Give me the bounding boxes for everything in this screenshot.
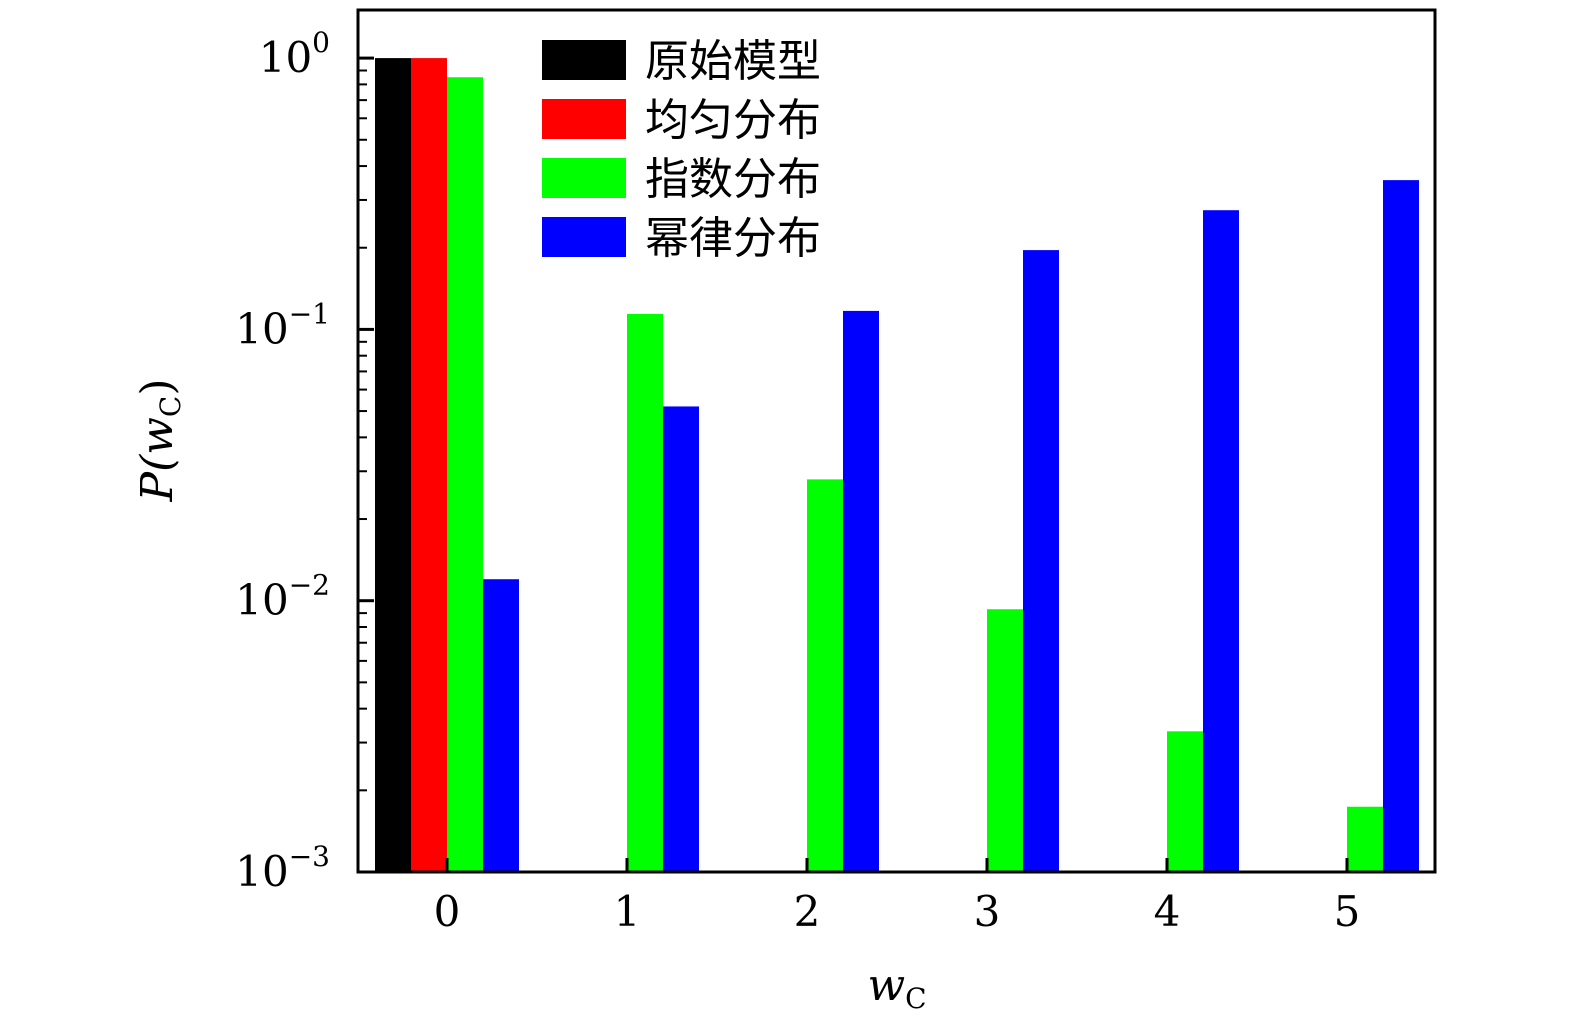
bar-0-series-1 (411, 58, 447, 873)
y-tick-label: 10−2 (235, 569, 330, 625)
y-axis-label: P(wC) (132, 378, 187, 502)
bar-2-series-3 (843, 310, 879, 872)
bar-0-series-2 (447, 77, 483, 872)
legend-swatch (542, 99, 626, 139)
bar-2-series-2 (807, 479, 843, 872)
legend-label: 均匀分布 (645, 95, 821, 146)
bar-3-series-2 (987, 609, 1023, 872)
x-tick-label: 4 (1154, 887, 1181, 936)
y-tick-label: 100 (259, 26, 330, 82)
x-axis-label: wC (867, 960, 926, 1015)
bar-3-series-3 (1023, 250, 1059, 872)
y-tick-label: 10−1 (235, 297, 330, 353)
bar-1-series-2 (627, 313, 663, 873)
legend-swatch (542, 40, 626, 80)
x-tick-label: 3 (974, 887, 1001, 936)
x-tick-label: 2 (794, 887, 821, 936)
legend-swatch (542, 217, 626, 257)
legend-swatch (542, 158, 626, 198)
legend-label: 原始模型 (645, 36, 821, 87)
bar-4-series-3 (1203, 210, 1239, 872)
bar-5-series-2 (1347, 806, 1383, 872)
x-tick-label: 1 (614, 887, 641, 936)
x-tick-label: 5 (1334, 887, 1361, 936)
y-axis-ticks: 10−3 10−2 10−1 100 (235, 26, 374, 896)
bars-layer (375, 58, 1419, 873)
bar-0-series-0 (375, 58, 411, 873)
x-tick-label: 0 (434, 887, 461, 936)
x-axis-ticks: 0 1 2 3 4 5 (434, 858, 1361, 936)
bar-1-series-3 (663, 406, 699, 872)
bar-4-series-2 (1167, 731, 1203, 872)
y-tick-label: 10−3 (235, 840, 330, 896)
bar-0-series-3 (483, 579, 519, 872)
bar-5-series-3 (1383, 180, 1419, 872)
plot-frame (356, 8, 1437, 874)
legend-label: 幂律分布 (645, 213, 821, 264)
legend-label: 指数分布 (645, 154, 821, 205)
